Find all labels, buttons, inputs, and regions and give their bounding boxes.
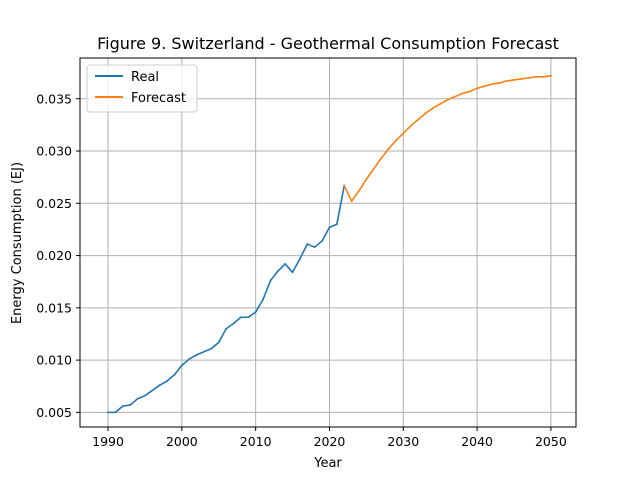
data-point [505, 80, 508, 82]
data-point [121, 405, 124, 407]
data-point [240, 316, 242, 319]
data-point [262, 298, 264, 301]
legend: Real Forecast [86, 64, 198, 113]
chart-title: Figure 9. Switzerland - Geothermal Consu… [97, 34, 559, 53]
data-point [269, 279, 272, 282]
data-point [483, 85, 486, 88]
x-tick-label: 1990 [92, 434, 124, 449]
data-point [335, 223, 338, 226]
data-point [313, 246, 316, 249]
data-point [173, 373, 176, 376]
series-line-real [107, 184, 346, 414]
data-point [166, 380, 168, 382]
data-point [195, 353, 198, 356]
series-layer [107, 74, 552, 414]
data-point [424, 112, 427, 115]
data-point [217, 341, 220, 344]
data-point [395, 139, 397, 142]
legend-label-forecast: Forecast [131, 91, 186, 106]
series-points-forecast [343, 74, 552, 203]
data-point [284, 263, 287, 265]
y-axis-label: Energy Consumption (EJ) [10, 162, 25, 324]
data-point [402, 132, 405, 135]
data-point [299, 257, 301, 260]
x-tick-label: 2040 [461, 434, 493, 449]
data-point [550, 74, 552, 77]
y-tick-label: 0.020 [36, 248, 72, 263]
data-point [136, 397, 139, 400]
data-point [468, 90, 471, 93]
data-point [476, 87, 478, 90]
data-point [247, 316, 250, 319]
data-point [343, 184, 346, 187]
data-point [306, 243, 309, 245]
y-tick-label: 0.005 [36, 405, 72, 420]
data-point [328, 226, 331, 229]
y-tick-label: 0.015 [36, 300, 72, 315]
series-line-forecast [343, 74, 552, 203]
grid [80, 58, 576, 427]
data-point [387, 148, 390, 150]
data-point [129, 404, 132, 406]
data-point [254, 311, 257, 313]
ticks: 1990 2000 2010 2020 2030 2040 2050 0.005 0.010 0.… [36, 91, 567, 449]
x-tick-label: 2000 [166, 434, 198, 449]
data-point [114, 411, 117, 414]
series-points-real [107, 184, 346, 414]
data-point [535, 75, 538, 78]
data-point [498, 82, 501, 84]
data-point [527, 76, 530, 79]
data-point [188, 358, 191, 360]
data-point [358, 189, 360, 192]
data-point [210, 347, 213, 350]
x-axis-label: Year [313, 456, 342, 471]
data-point [180, 364, 183, 367]
data-point [321, 240, 323, 242]
data-point [461, 92, 464, 95]
plot-frame [79, 57, 577, 428]
x-tick-label: 2030 [387, 434, 419, 449]
x-tick-label: 2050 [535, 434, 567, 449]
data-point [365, 178, 368, 181]
data-point [439, 103, 442, 105]
data-point [417, 118, 419, 121]
data-point [446, 98, 449, 101]
data-point [520, 78, 523, 80]
data-point [158, 384, 161, 387]
data-point [203, 350, 205, 353]
data-point [542, 75, 545, 78]
data-point [380, 157, 383, 160]
data-point [372, 167, 375, 170]
x-tick-label: 2020 [314, 434, 346, 449]
data-point [232, 322, 235, 325]
data-point [144, 394, 146, 397]
data-point [291, 271, 294, 274]
x-tick-label: 2010 [240, 434, 272, 449]
y-tick-label: 0.030 [36, 144, 72, 159]
data-point [513, 79, 515, 81]
data-point [409, 125, 412, 127]
data-point [151, 389, 154, 392]
data-point [276, 270, 279, 273]
data-point [350, 200, 353, 203]
y-tick-label: 0.035 [36, 91, 72, 106]
y-tick-label: 0.025 [36, 196, 72, 211]
y-tick-label: 0.010 [36, 353, 72, 368]
legend-label-real: Real [131, 70, 159, 85]
data-point [454, 95, 456, 98]
data-point [225, 327, 228, 330]
data-point [107, 411, 109, 414]
data-point [490, 83, 493, 86]
data-point [431, 107, 434, 110]
